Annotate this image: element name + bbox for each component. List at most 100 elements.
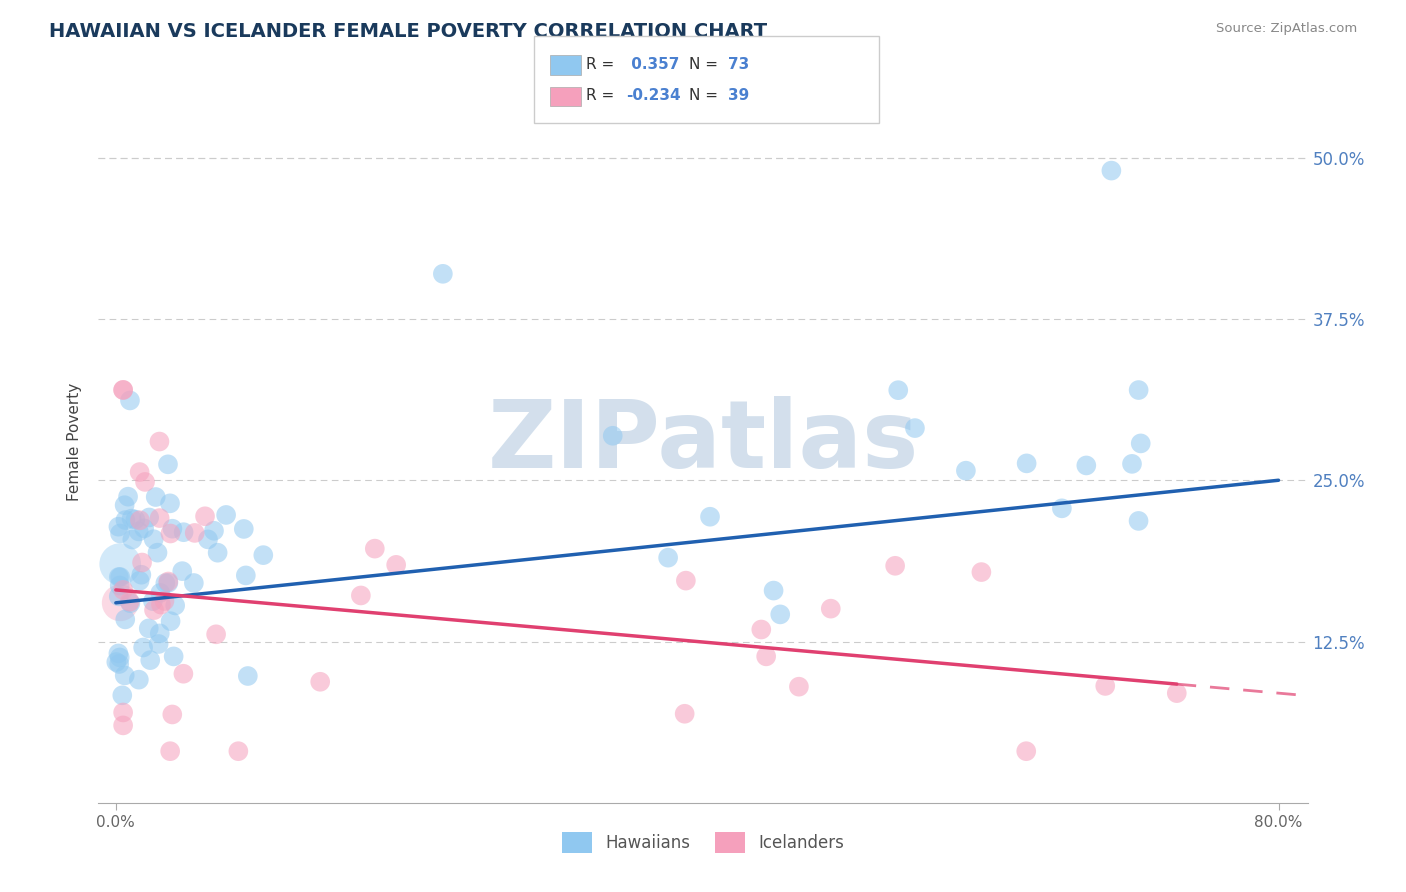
Point bbox=[120, 596, 142, 610]
Point bbox=[183, 576, 205, 591]
Point bbox=[142, 594, 165, 608]
Point bbox=[108, 526, 131, 541]
Point bbox=[112, 706, 135, 720]
Point bbox=[131, 556, 153, 570]
Point bbox=[884, 558, 907, 573]
Point bbox=[138, 621, 160, 635]
Text: 73: 73 bbox=[728, 57, 749, 72]
Point bbox=[202, 524, 225, 538]
Point bbox=[114, 513, 136, 527]
Point bbox=[1128, 383, 1150, 397]
Point bbox=[118, 393, 141, 408]
Point bbox=[157, 575, 180, 590]
Point bbox=[107, 590, 129, 604]
Point bbox=[787, 680, 810, 694]
Point bbox=[159, 614, 181, 628]
Point bbox=[128, 574, 150, 588]
Point bbox=[110, 557, 132, 571]
Point bbox=[108, 650, 131, 665]
Point bbox=[215, 508, 238, 522]
Point bbox=[1015, 744, 1038, 758]
Point bbox=[1166, 686, 1188, 700]
Text: R =: R = bbox=[586, 88, 620, 103]
Point bbox=[112, 718, 135, 732]
Point bbox=[156, 458, 179, 472]
Point bbox=[762, 583, 785, 598]
Legend: Hawaiians, Icelanders: Hawaiians, Icelanders bbox=[555, 826, 851, 860]
Point bbox=[159, 496, 181, 510]
Point bbox=[121, 533, 143, 547]
Point bbox=[114, 612, 136, 626]
Text: R =: R = bbox=[586, 57, 620, 72]
Point bbox=[673, 706, 696, 721]
Y-axis label: Female Poverty: Female Poverty bbox=[67, 383, 83, 500]
Point bbox=[159, 744, 181, 758]
Point bbox=[121, 511, 143, 525]
Text: N =: N = bbox=[689, 57, 723, 72]
Point bbox=[207, 546, 229, 560]
Point bbox=[108, 578, 131, 592]
Text: Source: ZipAtlas.com: Source: ZipAtlas.com bbox=[1216, 22, 1357, 36]
Point bbox=[252, 548, 274, 562]
Point bbox=[149, 511, 172, 525]
Point bbox=[1129, 436, 1152, 450]
Point bbox=[820, 601, 842, 615]
Point bbox=[1121, 457, 1143, 471]
Point bbox=[157, 574, 180, 589]
Point bbox=[385, 558, 408, 572]
Point bbox=[162, 522, 184, 536]
Point bbox=[132, 640, 155, 655]
Point bbox=[172, 666, 194, 681]
Point bbox=[194, 509, 217, 524]
Point bbox=[955, 464, 977, 478]
Point bbox=[110, 570, 132, 584]
Point bbox=[228, 744, 250, 758]
Point bbox=[970, 565, 993, 579]
Point bbox=[432, 267, 454, 281]
Point bbox=[675, 574, 697, 588]
Point bbox=[699, 509, 721, 524]
Point bbox=[165, 599, 187, 613]
Point bbox=[197, 533, 219, 547]
Point bbox=[205, 627, 228, 641]
Point bbox=[108, 657, 131, 671]
Point bbox=[173, 525, 195, 540]
Point bbox=[159, 526, 181, 541]
Point bbox=[1076, 458, 1098, 473]
Point bbox=[769, 607, 792, 622]
Point bbox=[148, 434, 170, 449]
Text: ZIPatlas: ZIPatlas bbox=[488, 395, 918, 488]
Text: -0.234: -0.234 bbox=[626, 88, 681, 103]
Point bbox=[118, 595, 141, 609]
Point bbox=[887, 383, 910, 397]
Text: 39: 39 bbox=[728, 88, 749, 103]
Point bbox=[153, 594, 176, 608]
Point bbox=[112, 383, 135, 397]
Point bbox=[309, 674, 332, 689]
Point bbox=[138, 510, 160, 524]
Point bbox=[1015, 456, 1038, 470]
Point bbox=[236, 669, 259, 683]
Text: 0.357: 0.357 bbox=[626, 57, 679, 72]
Point bbox=[1050, 501, 1073, 516]
Point bbox=[232, 522, 254, 536]
Point bbox=[149, 626, 172, 640]
Point bbox=[124, 512, 146, 526]
Point bbox=[149, 586, 172, 600]
Point bbox=[117, 490, 139, 504]
Point bbox=[128, 465, 150, 479]
Point bbox=[105, 655, 128, 669]
Point bbox=[145, 490, 167, 504]
Point bbox=[114, 498, 136, 512]
Point bbox=[107, 519, 129, 533]
Point bbox=[131, 567, 153, 582]
Point bbox=[148, 637, 170, 651]
Point bbox=[172, 564, 194, 578]
Point bbox=[755, 649, 778, 664]
Point bbox=[749, 623, 772, 637]
Point bbox=[112, 582, 135, 597]
Point bbox=[163, 649, 186, 664]
Point bbox=[350, 589, 373, 603]
Point bbox=[128, 524, 150, 539]
Point bbox=[114, 668, 136, 682]
